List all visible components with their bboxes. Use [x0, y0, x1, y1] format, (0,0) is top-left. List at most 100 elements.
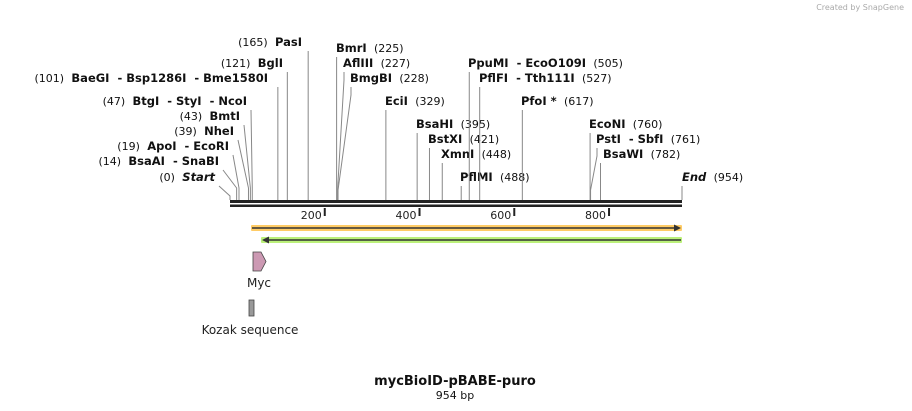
site-apoi[interactable]: (19) ApoI - EcoRI — [117, 139, 240, 200]
site-position: (14) — [98, 155, 121, 168]
kozak-label: Kozak sequence — [202, 323, 299, 337]
site-bsahi[interactable]: BsaHI (395) — [416, 117, 490, 200]
site-position: (165) — [238, 36, 268, 49]
site-name: EcoNI — [589, 117, 625, 131]
site-name: BmtI — [209, 109, 240, 123]
svg-text:(19) ApoI - EcoRI: (19) ApoI - EcoRI — [117, 139, 229, 153]
site-position: (448) — [482, 148, 512, 161]
site-name: BmgBI — [350, 71, 392, 85]
tick-label: 400 — [396, 209, 417, 222]
site-name: AflIII — [343, 56, 373, 70]
site-name: BsaHI — [416, 117, 453, 131]
site-position: (228) — [399, 72, 429, 85]
site-name: BsaAI - SnaBI — [128, 154, 219, 168]
svg-text:(121) BglI: (121) BglI — [221, 56, 283, 70]
site-position: (954) — [714, 171, 744, 184]
site-position: (527) — [582, 72, 612, 85]
site-connector — [250, 109, 253, 200]
svg-text:(43) BmtI: (43) BmtI — [180, 109, 240, 123]
site-position: (101) — [35, 72, 65, 85]
site-connector — [337, 87, 352, 200]
site-name: PfoI * — [521, 94, 557, 108]
site-position: (19) — [117, 140, 140, 153]
site-baegi[interactable]: (101) BaeGI - Bsp1286I - Bme1580I — [35, 71, 279, 200]
svg-text:PflFI - Tth111I (527): PflFI - Tth111I (527) — [479, 71, 612, 85]
site-ppumi[interactable]: PpuMI - EcoO109I (505) — [468, 56, 623, 200]
svg-text:PpuMI - EcoO109I (505): PpuMI - EcoO109I (505) — [468, 56, 623, 70]
site-name: PasI — [275, 35, 302, 49]
site-pfoi[interactable]: PfoI * (617) — [521, 94, 594, 200]
site-position: (47) — [103, 95, 126, 108]
site-name: EciI — [385, 94, 408, 108]
site-position: (488) — [500, 171, 530, 184]
snapgene-credit: Created by SnapGene — [816, 3, 904, 12]
svg-text:BstXI (421): BstXI (421) — [428, 132, 499, 146]
site-pasi[interactable]: (165) PasI — [238, 35, 309, 200]
site-connector — [337, 72, 345, 200]
site-psti[interactable]: PstI - SbfI (761) — [590, 132, 701, 200]
svg-text:PfoI * (617): PfoI * (617) — [521, 94, 594, 108]
myc-feature-arrow[interactable] — [252, 251, 267, 272]
site-name: End — [682, 170, 707, 184]
svg-text:XmnI (448): XmnI (448) — [441, 147, 511, 161]
site-name: ApoI - EcoRI — [147, 139, 229, 153]
backbone — [230, 200, 682, 207]
tick-label: 600 — [490, 209, 511, 222]
site-bsawi[interactable]: BsaWI (782) — [600, 147, 681, 200]
svg-text:BmrI (225): BmrI (225) — [336, 41, 404, 55]
site-name: BglI — [258, 56, 283, 70]
site-connector — [590, 148, 598, 200]
site-bmti[interactable]: (43) BmtI — [180, 109, 251, 200]
site-btgi[interactable]: (47) BtgI - StyI - NcoI — [103, 94, 253, 200]
site-position: (329) — [415, 95, 445, 108]
svg-text:EcoNI (760): EcoNI (760) — [589, 117, 662, 131]
site-position: (761) — [671, 133, 701, 146]
site-bmgbi[interactable]: BmgBI (228) — [337, 71, 429, 200]
site-name: BmrI — [336, 41, 367, 55]
site-position: (395) — [461, 118, 491, 131]
map-length: 954 bp — [436, 389, 474, 402]
restriction-sites: (0) Start (14) BsaAI - SnaBI(19) ApoI - E… — [35, 35, 743, 200]
site-bsaai[interactable]: (14) BsaAI - SnaBI — [98, 154, 238, 200]
kozak-feature[interactable] — [248, 299, 255, 317]
site-name: XmnI — [441, 147, 474, 161]
site-name: BtgI - StyI - NcoI — [132, 94, 247, 108]
tick-label: 200 — [301, 209, 322, 222]
svg-text:BsaWI (782): BsaWI (782) — [603, 147, 680, 161]
site-end[interactable]: End (954) — [681, 170, 743, 200]
svg-text:(0) Start: (0) Start — [159, 170, 215, 184]
site-bmri[interactable]: BmrI (225) — [336, 41, 404, 200]
site-name: PstI - SbfI — [596, 132, 663, 146]
site-name: PflMI — [460, 170, 493, 184]
svg-text:(39) NheI: (39) NheI — [174, 124, 234, 138]
site-bgli[interactable]: (121) BglI — [221, 56, 288, 200]
site-position: (121) — [221, 57, 251, 70]
myc-label: Myc — [247, 276, 271, 290]
site-pflmi[interactable]: PflMI (488) — [460, 170, 530, 200]
site-afliii[interactable]: AflIII (227) — [337, 56, 411, 200]
site-econi[interactable]: EcoNI (760) — [589, 117, 662, 200]
ruler-ticks: 200 400 600 800 — [301, 208, 611, 222]
svg-text:(47) BtgI - StyI - NcoI: (47) BtgI - StyI - NcoI — [103, 94, 247, 108]
site-position: (227) — [381, 57, 411, 70]
primer-reverse[interactable] — [261, 236, 682, 244]
site-bstxi[interactable]: BstXI (421) — [428, 132, 499, 200]
site-name: Start — [182, 170, 215, 184]
site-xmni[interactable]: XmnI (448) — [441, 147, 511, 200]
site-name: PpuMI - EcoO109I — [468, 56, 586, 70]
site-position: (505) — [593, 57, 623, 70]
svg-text:(14) BsaAI - SnaBI: (14) BsaAI - SnaBI — [98, 154, 219, 168]
primer-forward[interactable] — [251, 224, 682, 232]
site-nhei[interactable]: (39) NheI — [174, 124, 249, 200]
site-ecii[interactable]: EciI (329) — [385, 94, 445, 200]
site-pflfi[interactable]: PflFI - Tth111I (527) — [479, 71, 612, 200]
svg-text:PstI - SbfI (761): PstI - SbfI (761) — [596, 132, 700, 146]
site-start[interactable]: (0) Start — [159, 170, 231, 200]
site-name: BsaWI — [603, 147, 643, 161]
site-position: (39) — [174, 125, 197, 138]
svg-text:End (954): End (954) — [682, 170, 743, 184]
site-position: (617) — [564, 95, 594, 108]
site-position: (0) — [159, 171, 175, 184]
site-name: PflFI - Tth111I — [479, 71, 575, 85]
